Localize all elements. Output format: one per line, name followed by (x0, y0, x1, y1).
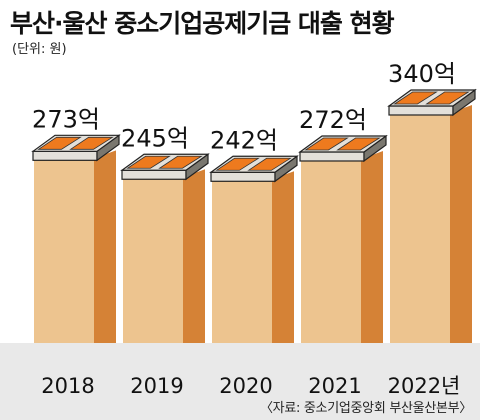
box-front (299, 151, 365, 162)
box-orange-panel (69, 136, 114, 150)
box-orange-panel (158, 155, 203, 169)
box-orange-panel (215, 157, 260, 171)
box-orange-panel (304, 137, 349, 151)
bar-side (272, 171, 294, 343)
box-front (388, 105, 454, 116)
bar-front (212, 179, 272, 343)
box-orange-panel (247, 157, 292, 171)
unit-label: (단위: 원) (12, 42, 67, 57)
bar-side (94, 150, 116, 343)
box-front (210, 171, 276, 182)
bar-front (123, 177, 183, 343)
floor-band (0, 343, 480, 420)
value-label: 272억 (299, 106, 367, 134)
value-label: 340억 (388, 60, 456, 88)
box-orange-panel (425, 91, 470, 105)
box-orange-panel (37, 136, 82, 150)
value-label: 242억 (210, 126, 278, 154)
bar-front (301, 158, 361, 343)
value-label: 245억 (121, 124, 189, 152)
bar-front (34, 158, 94, 343)
category-label: 2021 (308, 374, 361, 398)
box-front (32, 150, 98, 161)
bar-side (450, 104, 472, 344)
box-orange-panel (393, 91, 438, 105)
category-label: 2018 (41, 374, 94, 398)
box-orange-panel (336, 137, 381, 151)
bar-front (390, 112, 450, 344)
box-orange-panel (126, 155, 171, 169)
bar-side (361, 150, 383, 343)
box-front (121, 169, 187, 180)
chart-title: 부산·울산 중소기업공제기금 대출 현황 (10, 9, 395, 38)
bar-side (183, 169, 205, 343)
category-label: 2019 (130, 374, 183, 398)
category-label: 2022년 (388, 374, 461, 398)
value-label: 273억 (32, 105, 100, 133)
category-label: 2020 (219, 374, 272, 398)
source-note: 〈자료: 중소기업중앙회 부산울산본부〉 (259, 401, 472, 416)
